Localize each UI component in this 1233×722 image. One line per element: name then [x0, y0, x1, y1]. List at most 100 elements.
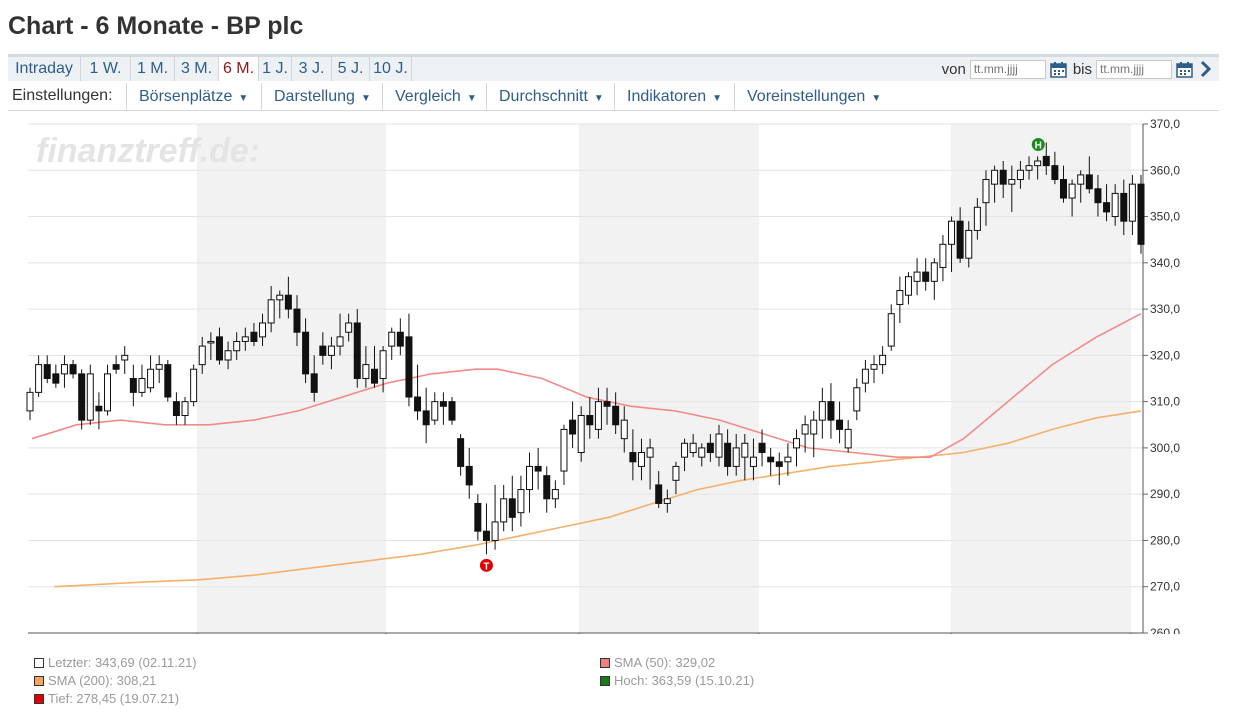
candle-body [551, 489, 559, 500]
legend-label: Hoch: 363,59 (15.10.21) [614, 673, 755, 688]
from-date-input[interactable] [969, 59, 1046, 79]
candle-body [35, 364, 43, 393]
settings-menu[interactable]: Indikatoren ▼ [614, 83, 734, 110]
candle-body [69, 364, 77, 375]
candle-body [689, 442, 697, 454]
candle-body [78, 373, 86, 421]
legend-item: SMA (200): 308,21 [34, 673, 156, 688]
y-tick-label: 280,0 [1150, 533, 1180, 547]
settings-menu[interactable]: Darstellung ▼ [261, 83, 382, 110]
settings-menu[interactable]: Durchschnitt ▼ [486, 83, 614, 110]
low-marker [479, 558, 493, 572]
candle-body [646, 447, 654, 458]
candle-body [844, 428, 852, 449]
calendar-icon[interactable] [1176, 61, 1193, 78]
candle-body [60, 364, 68, 375]
to-date-input[interactable] [1096, 59, 1172, 79]
date-range: von bis [942, 57, 1213, 81]
candle-body [577, 415, 585, 454]
menu-label: Darstellung [274, 88, 355, 105]
y-tick-label: 370,0 [1150, 117, 1180, 131]
candle-body [241, 336, 249, 342]
y-tick-label: 330,0 [1150, 302, 1180, 316]
candle-body [147, 368, 155, 389]
candle-body [698, 447, 706, 458]
candle-body [1025, 165, 1033, 171]
settings-menu[interactable]: Börsenplätze ▼ [126, 83, 261, 110]
period-tab[interactable]: 6 M. [219, 57, 259, 81]
candle-body [457, 438, 465, 467]
candle-body [724, 442, 732, 467]
chevron-right-icon[interactable] [1199, 60, 1213, 78]
y-tick-label: 310,0 [1150, 395, 1180, 409]
menu-label: Voreinstellungen [747, 88, 866, 105]
high-marker-label: H [1035, 141, 1042, 152]
candle-body [181, 401, 189, 417]
sma50-line [31, 312, 1142, 458]
page-title: Chart - 6 Monate - BP plc [8, 12, 304, 40]
candle-body [474, 502, 482, 532]
candle-body [887, 313, 895, 347]
candle-body [715, 433, 723, 458]
candle-body [861, 368, 869, 384]
period-tab[interactable]: 10 J. [370, 57, 412, 81]
menu-label: Indikatoren [627, 88, 707, 105]
candle-body [1128, 183, 1136, 222]
candle-body [784, 456, 792, 463]
period-tab[interactable]: 1 W. [81, 57, 131, 81]
candle-body [336, 336, 344, 347]
candle-body [500, 498, 508, 523]
candle-body [775, 461, 783, 467]
caret-down-icon: ▼ [238, 93, 249, 104]
candle-body [973, 206, 981, 231]
candle-body [896, 290, 904, 305]
candle-body [965, 229, 973, 259]
candle-body [327, 345, 335, 356]
candle-body [672, 465, 680, 481]
candle-body [95, 405, 103, 412]
candle-body [827, 401, 835, 421]
period-tab[interactable]: 5 J. [332, 57, 370, 81]
candle-body [982, 179, 990, 204]
period-tab[interactable]: 1 J. [259, 57, 292, 81]
candle-body [913, 271, 921, 282]
candle-body [655, 484, 663, 504]
candle-body [207, 340, 215, 344]
candle-body [534, 465, 542, 472]
candle-body [396, 331, 404, 347]
candle-body [801, 424, 809, 435]
month-band [951, 124, 1131, 633]
menu-label: Vergleich [395, 88, 461, 105]
caret-down-icon: ▼ [871, 93, 882, 104]
legend-label: Letzter: 343,69 (02.11.21) [48, 655, 197, 670]
menu-label: Durchschnitt [499, 88, 588, 105]
candle-body [233, 340, 241, 352]
month-band [579, 124, 759, 633]
candle-body [491, 521, 499, 541]
period-tab[interactable]: 3 M. [175, 57, 219, 81]
candlestick-chart: 260,0 270,0 280,0 290,0 300,0 310,0 320,0 330,0… [26, 117, 1180, 634]
candle-body [465, 465, 473, 486]
candle-body [767, 456, 775, 463]
candle-body [362, 364, 370, 379]
period-tab[interactable]: 1 M. [131, 57, 175, 81]
settings-bar: Einstellungen: Börsenplätze ▼ Darstellung ▼… [8, 83, 1219, 111]
period-tab[interactable]: Intraday [8, 57, 81, 81]
calendar-icon[interactable] [1050, 61, 1067, 78]
candle-body [517, 489, 525, 514]
candle-body [749, 456, 757, 467]
settings-menu[interactable]: Vergleich ▼ [382, 83, 486, 110]
candle-body [190, 368, 198, 403]
settings-menu[interactable]: Voreinstellungen ▼ [734, 83, 892, 110]
candle-body [198, 345, 206, 366]
candle-body [793, 438, 801, 449]
candle-body [1120, 192, 1128, 222]
legend-swatch [34, 693, 44, 704]
period-tab[interactable]: 3 J. [292, 57, 332, 81]
candle-body [405, 336, 413, 398]
candle-body [138, 378, 146, 393]
candle-body [1077, 174, 1085, 185]
candle-body [52, 373, 60, 384]
candle-body [1094, 188, 1102, 204]
